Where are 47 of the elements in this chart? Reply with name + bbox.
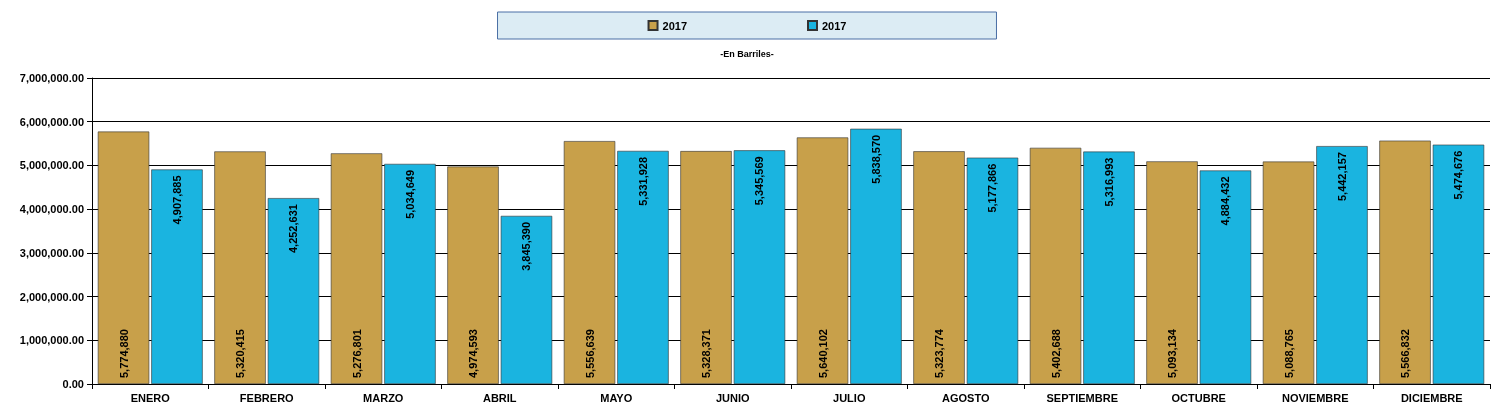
data-label: 3,845,390 [520, 221, 533, 271]
x-tick-label: ENERO [130, 391, 171, 404]
data-label: 5,276,801 [350, 329, 363, 378]
y-tick-label: 5,000,000.00 [19, 159, 84, 172]
y-tick-label: 4,000,000.00 [19, 203, 84, 216]
data-label: 5,088,765 [1282, 329, 1295, 378]
data-label: 5,474,676 [1452, 150, 1465, 200]
data-label: 5,320,415 [234, 329, 247, 378]
x-tick-label: NOVIEMBRE [1281, 391, 1349, 404]
data-label: 4,974,593 [467, 329, 480, 378]
data-label: 5,328,371 [700, 329, 713, 378]
data-label: 5,093,134 [1166, 328, 1179, 378]
data-label: 5,034,649 [403, 169, 416, 219]
x-tick-label: MAYO [600, 391, 633, 404]
x-tick-label: SEPTIEMBRE [1046, 391, 1119, 404]
chart-subtitle: -En Barriles- [720, 48, 774, 59]
data-label: 5,566,832 [1399, 329, 1412, 378]
data-label: 5,402,688 [1049, 329, 1062, 378]
x-tick-label: AGOSTO [942, 391, 990, 404]
data-label: 4,884,432 [1219, 176, 1232, 226]
x-tick-label: DICIEMBRE [1400, 391, 1463, 404]
x-tick-label: ABRIL [482, 391, 517, 404]
data-label: 5,556,639 [583, 329, 596, 378]
y-tick-label: 3,000,000.00 [19, 246, 84, 259]
y-tick-label: 0.00 [62, 378, 84, 390]
data-label: 5,316,993 [1102, 157, 1115, 207]
legend-label: 2017 [662, 19, 688, 32]
data-label: 5,640,102 [816, 329, 829, 378]
x-tick-label: MARZO [363, 391, 404, 404]
data-label: 5,442,157 [1335, 152, 1348, 202]
data-label: 5,345,569 [753, 156, 766, 206]
y-tick-label: 2,000,000.00 [19, 290, 84, 303]
data-label: 5,323,774 [933, 328, 946, 378]
y-tick-label: 1,000,000.00 [19, 334, 84, 347]
legend-label: 2017 [822, 19, 847, 32]
data-label: 4,252,631 [287, 204, 300, 254]
y-tick-label: 6,000,000.00 [19, 115, 84, 128]
y-tick-label: 7,000,000.00 [19, 72, 84, 84]
x-tick-label: FEBRERO [239, 391, 295, 404]
data-label: 4,907,885 [170, 175, 183, 225]
data-label: 5,331,928 [636, 156, 649, 206]
x-tick-label: JULIO [833, 391, 866, 404]
x-tick-label: OCTUBRE [1171, 391, 1226, 404]
data-label: 5,838,570 [869, 134, 882, 184]
data-label: 5,177,866 [986, 163, 999, 213]
data-label: 5,774,880 [117, 329, 130, 378]
x-tick-label: JUNIO [715, 391, 750, 404]
